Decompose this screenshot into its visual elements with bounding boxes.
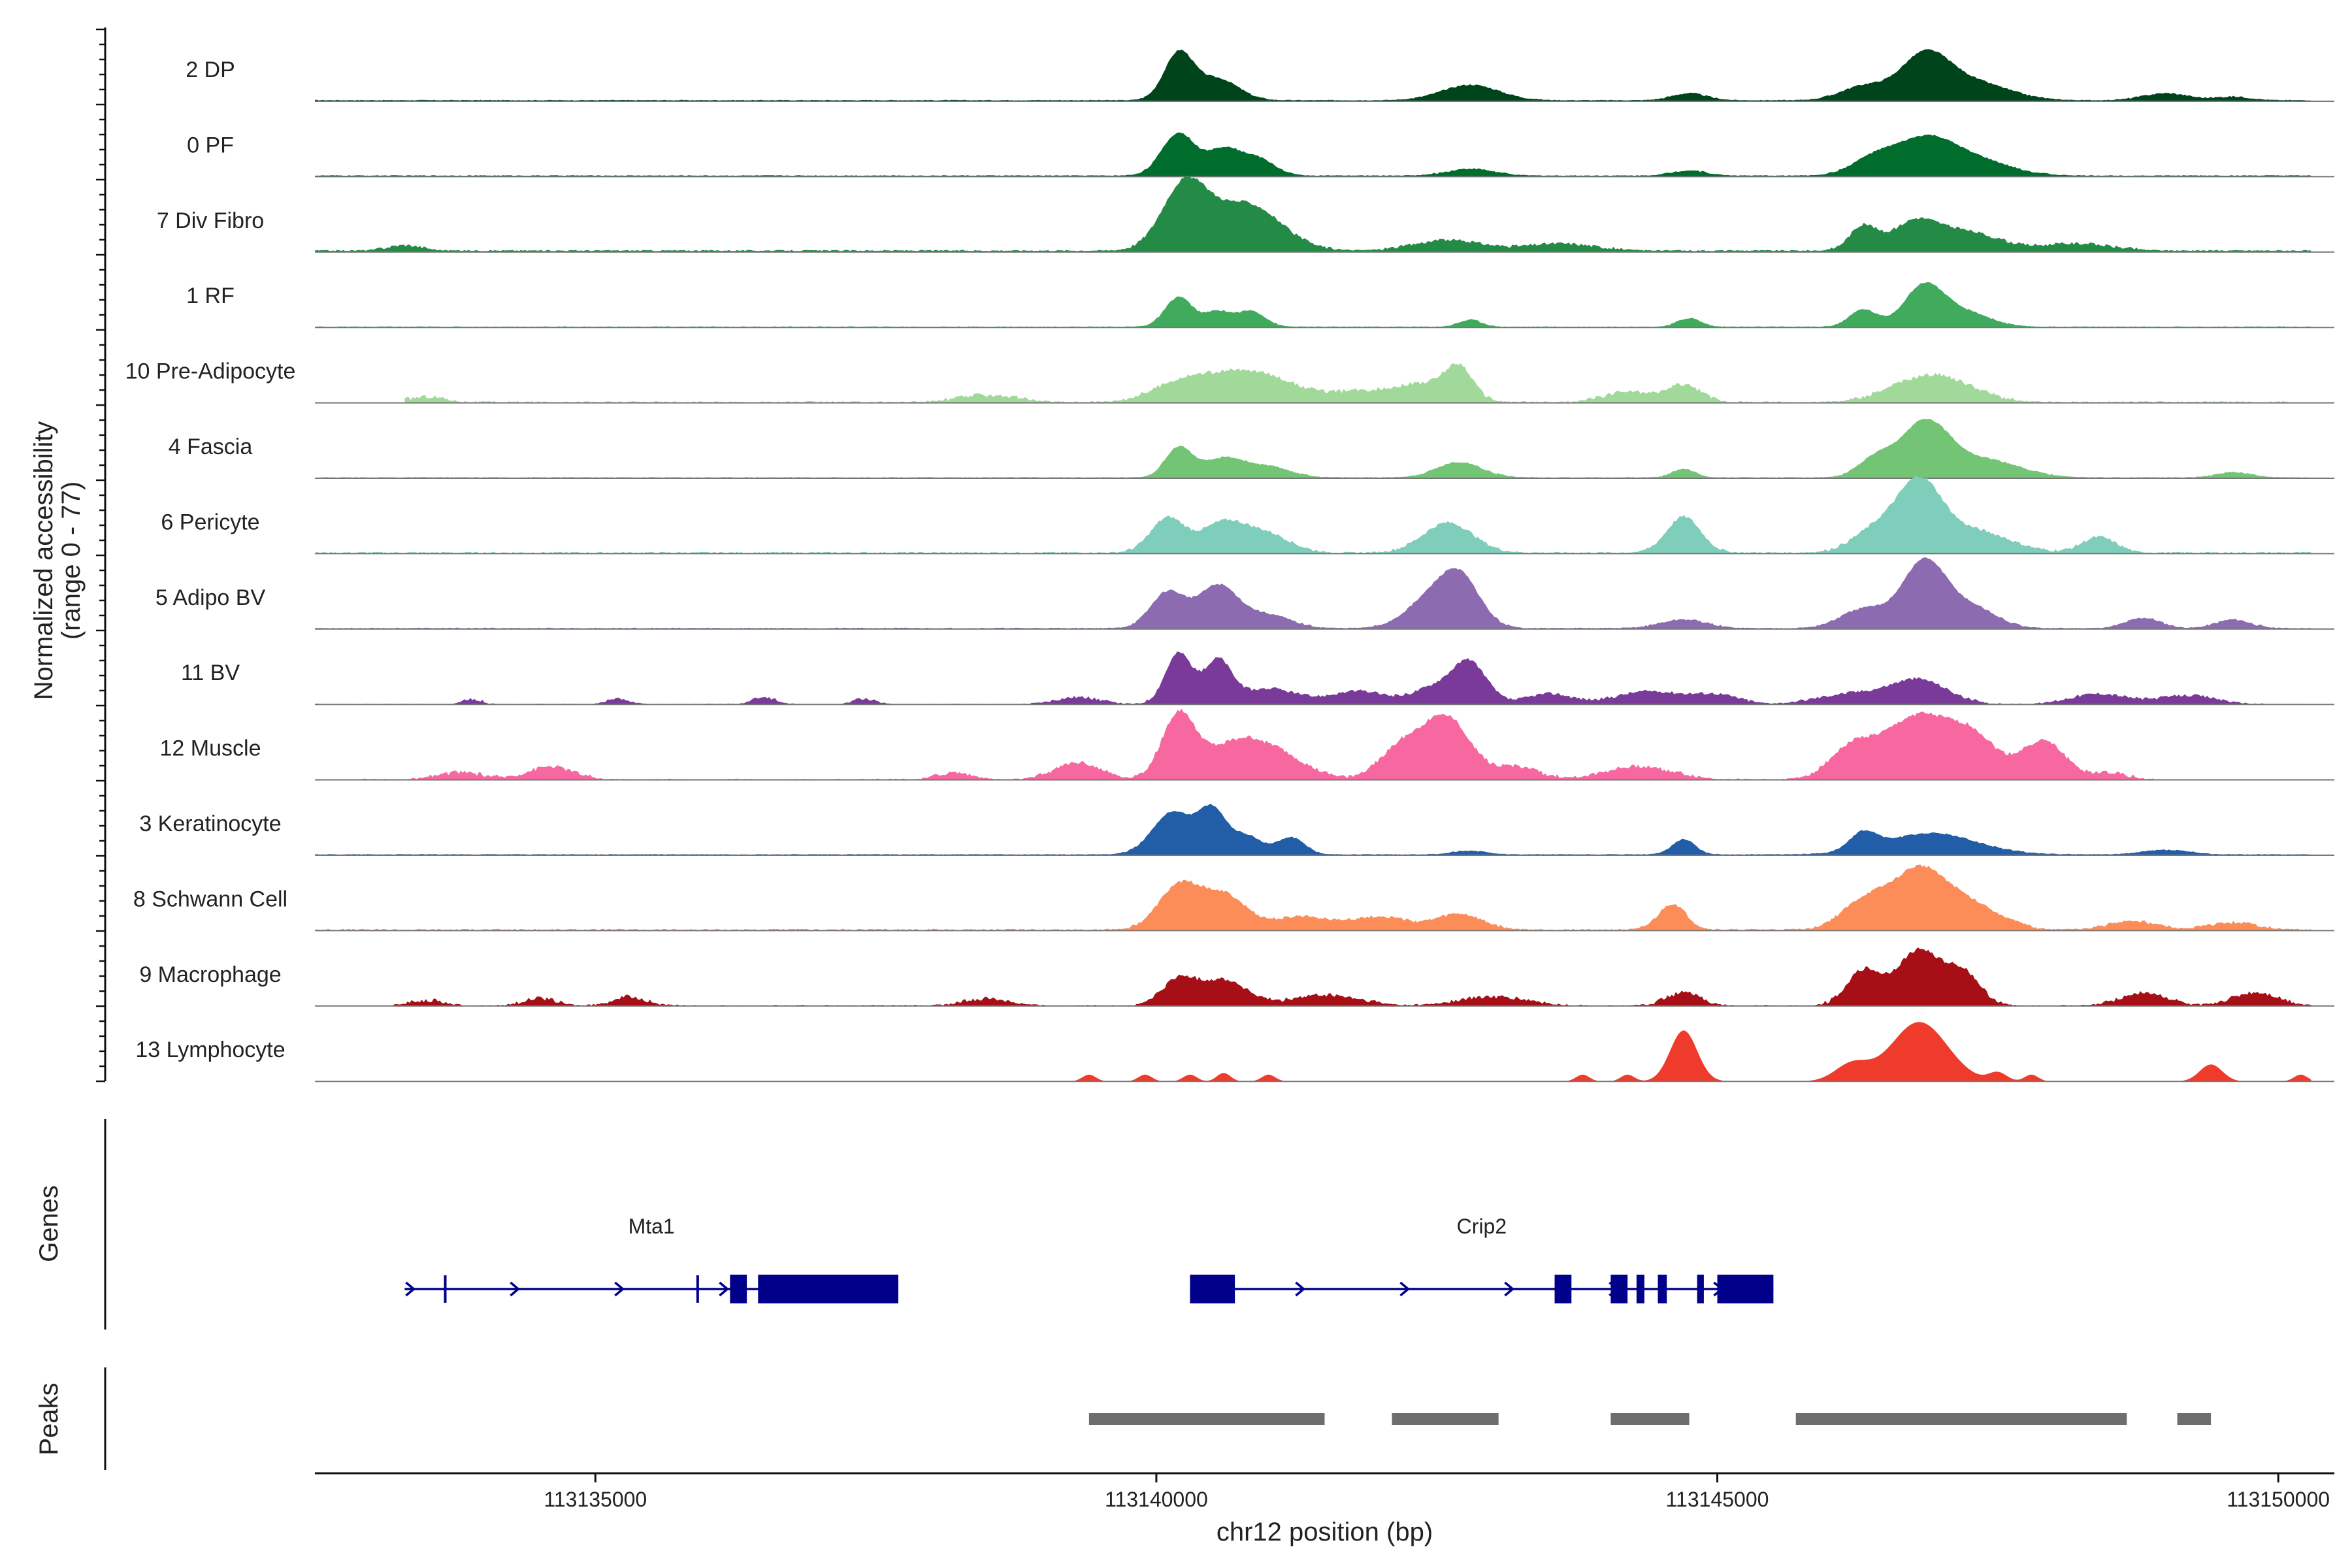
y-axis-label: Normalized accessibility (range 0 - 77) xyxy=(29,421,86,700)
gene-exon xyxy=(1636,1275,1644,1303)
gene-exon xyxy=(1610,1275,1628,1303)
track-label: 2 DP xyxy=(186,57,235,82)
coverage-area xyxy=(315,804,2312,855)
track-11: 8 Schwann Cell xyxy=(133,864,2334,932)
peak-region xyxy=(2177,1413,2212,1425)
y-axis-label-line2: (range 0 - 77) xyxy=(57,482,86,640)
gene-name-label: Mta1 xyxy=(629,1215,675,1238)
coverage-area xyxy=(315,864,2312,931)
gene-mta1: Mta1 xyxy=(404,1215,898,1303)
strand-arrow xyxy=(614,1281,625,1297)
genes-panel-label: Genes xyxy=(35,1185,63,1262)
track-10: 3 Keratinocyte xyxy=(139,804,2334,856)
coverage-area xyxy=(315,419,2312,478)
gene-crip2: Crip2 xyxy=(1190,1215,1774,1303)
gene-exon xyxy=(1554,1275,1572,1303)
x-axis: chr12 position (bp) 113135000 113140000 11… xyxy=(315,1472,2334,1546)
gene-exon xyxy=(1658,1275,1667,1303)
x-tick-label: 113150000 xyxy=(2227,1488,2330,1511)
track-13: 13 Lymphocyte xyxy=(135,1022,2334,1083)
track-0: 2 DP xyxy=(186,49,2334,102)
track-label: 6 Pericyte xyxy=(161,510,259,534)
coverage-area xyxy=(315,557,2312,629)
x-tick-label: 113145000 xyxy=(1666,1488,1769,1511)
coverage-area xyxy=(404,363,2290,403)
track-label: 10 Pre-Adipocyte xyxy=(125,359,296,384)
genes-panel: Genes Mta1 Crip2 xyxy=(35,1119,1774,1330)
track-label: 8 Schwann Cell xyxy=(133,887,287,911)
track-label: 5 Adipo BV xyxy=(155,585,266,610)
track-label: 0 PF xyxy=(187,133,234,157)
track-label: 9 Macrophage xyxy=(139,962,281,987)
track-8: 11 BV xyxy=(181,651,2334,706)
strand-arrow xyxy=(1504,1281,1515,1297)
peak-region xyxy=(1795,1413,2127,1425)
strand-arrow xyxy=(1399,1281,1411,1297)
x-tick-label: 113135000 xyxy=(544,1488,647,1511)
coverage-area xyxy=(359,708,2155,780)
gene-exon xyxy=(1190,1275,1235,1303)
strand-arrow xyxy=(510,1281,521,1297)
track-label: 7 Div Fibro xyxy=(157,208,264,233)
track-3: 1 RF xyxy=(186,282,2334,329)
coverage-tracks: 2 DP 0 PF 7 Div Fibro 1 RF 10 Pre-Adipocyte 4… xyxy=(96,27,2334,1083)
coverage-area xyxy=(315,476,2312,554)
peak-region xyxy=(1392,1413,1499,1425)
coverage-area xyxy=(315,651,2312,705)
gene-exon xyxy=(730,1275,747,1303)
strand-arrow xyxy=(1295,1281,1306,1297)
track-label: 4 Fascia xyxy=(169,434,253,459)
peak-region xyxy=(1088,1413,1325,1425)
x-axis-label: chr12 position (bp) xyxy=(1217,1518,1433,1546)
track-label: 3 Keratinocyte xyxy=(139,811,281,836)
y-axis-label-line1: Normalized accessibility xyxy=(29,421,58,700)
coverage-area xyxy=(315,282,2312,328)
track-7: 5 Adipo BV xyxy=(155,557,2334,630)
coverage-area xyxy=(315,1022,2312,1082)
x-tick-label: 113140000 xyxy=(1105,1488,1208,1511)
gene-name-label: Crip2 xyxy=(1457,1215,1507,1238)
track-1: 0 PF xyxy=(187,132,2334,178)
coverage-area xyxy=(315,132,2312,177)
track-label: 11 BV xyxy=(181,661,240,685)
track-12: 9 Macrophage xyxy=(139,947,2334,1007)
track-label: 12 Muscle xyxy=(160,736,261,761)
track-label: 13 Lymphocyte xyxy=(135,1037,285,1062)
coverage-area xyxy=(315,49,2312,101)
track-5: 4 Fascia xyxy=(169,419,2334,479)
peaks-panel-label: Peaks xyxy=(35,1382,63,1455)
gene-exon xyxy=(444,1275,447,1303)
gene-exon xyxy=(1697,1275,1704,1303)
gene-exon xyxy=(1717,1275,1774,1303)
track-9: 12 Muscle xyxy=(160,708,2334,781)
track-2: 7 Div Fibro xyxy=(157,175,2334,253)
strand-arrow xyxy=(405,1281,416,1297)
peaks-panel: Peaks xyxy=(35,1367,2212,1470)
coverage-area xyxy=(315,175,2312,252)
track-label: 1 RF xyxy=(186,284,235,308)
peak-region xyxy=(1610,1413,1690,1425)
gene-exon xyxy=(696,1275,699,1303)
coverage-area xyxy=(393,947,2312,1006)
track-6: 6 Pericyte xyxy=(161,476,2334,555)
strand-arrow xyxy=(719,1281,730,1297)
gene-exon xyxy=(758,1275,898,1303)
track-4: 10 Pre-Adipocyte xyxy=(125,359,2334,404)
